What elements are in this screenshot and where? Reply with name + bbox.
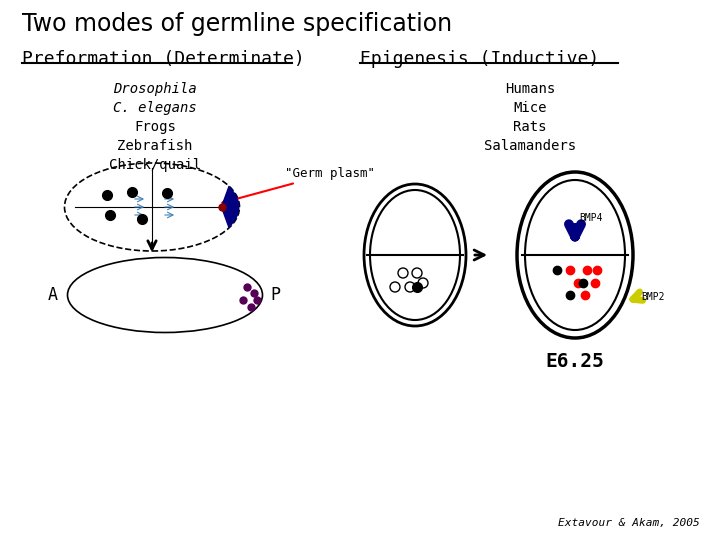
Text: Epigenesis (Inductive): Epigenesis (Inductive) <box>360 50 599 68</box>
Text: Rats: Rats <box>513 120 546 134</box>
Text: Chick/quail: Chick/quail <box>109 158 201 172</box>
Text: E6.25: E6.25 <box>546 352 604 371</box>
Text: Zebrafish: Zebrafish <box>117 139 193 153</box>
Text: A: A <box>48 286 58 304</box>
Text: Preformation (Determinate): Preformation (Determinate) <box>22 50 305 68</box>
Text: Mice: Mice <box>513 101 546 115</box>
Text: Extavour & Akam, 2005: Extavour & Akam, 2005 <box>558 518 700 528</box>
Text: BMP2: BMP2 <box>641 292 665 302</box>
Text: C. elegans: C. elegans <box>113 101 197 115</box>
Text: P: P <box>271 286 281 304</box>
Text: BMP4: BMP4 <box>579 213 603 223</box>
Wedge shape <box>222 181 250 233</box>
Text: "Germ plasm": "Germ plasm" <box>222 167 375 204</box>
Text: Salamanders: Salamanders <box>484 139 576 153</box>
Text: Humans: Humans <box>505 82 555 96</box>
Text: Frogs: Frogs <box>134 120 176 134</box>
Text: Drosophila: Drosophila <box>113 82 197 96</box>
Text: Two modes of germline specification: Two modes of germline specification <box>22 12 452 36</box>
